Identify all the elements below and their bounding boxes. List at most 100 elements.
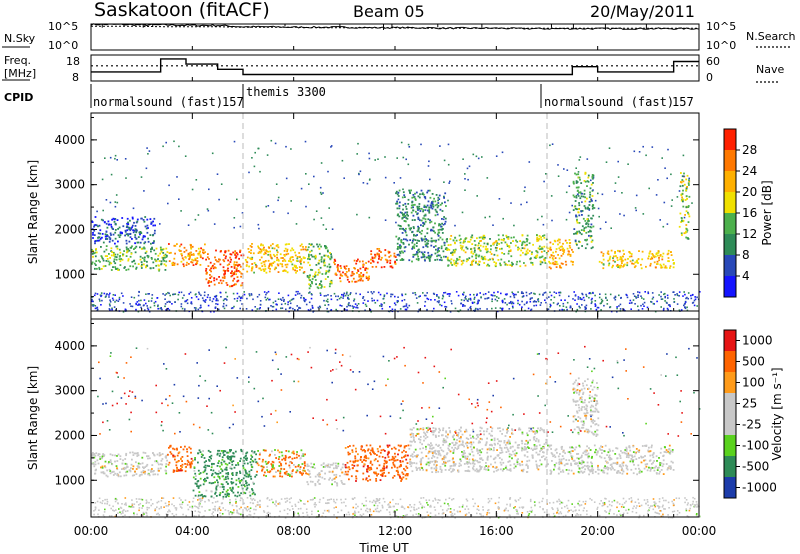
echo-cell: [581, 201, 583, 203]
echo-cell: [296, 305, 298, 307]
echo-cell: [137, 304, 139, 306]
echo-cell: [521, 243, 524, 245]
echo-cell: [645, 154, 647, 157]
echo-cell: [472, 252, 475, 255]
echo-cell: [189, 447, 192, 450]
echo-cell: [685, 509, 688, 512]
echo-cell: [568, 244, 571, 247]
echo-cell: [384, 219, 387, 221]
echo-cell: [455, 264, 458, 267]
echo-cell: [651, 253, 654, 255]
echo-cell: [504, 263, 507, 266]
echo-cell: [204, 243, 206, 246]
echo-cell: [355, 306, 357, 309]
echo-cell: [373, 504, 376, 507]
echo-cell: [263, 246, 265, 249]
echo-cell: [336, 265, 339, 268]
echo-cell: [591, 175, 594, 178]
echo-cell: [416, 212, 419, 215]
echo-cell: [612, 257, 614, 259]
echo-cell: [96, 307, 98, 309]
echo-cell: [114, 472, 117, 475]
echo-cell: [284, 497, 286, 500]
echo-cell: [142, 451, 145, 454]
echo-cell: [354, 512, 357, 514]
echo-cell: [421, 239, 424, 242]
echo-cell: [389, 262, 392, 264]
echo-cell: [150, 242, 152, 245]
echo-cell: [405, 205, 407, 208]
echo-cell: [463, 239, 465, 242]
echo-cell: [396, 207, 399, 210]
echo-cell: [219, 263, 222, 266]
echo-cell: [357, 258, 359, 261]
echo-cell: [573, 506, 576, 508]
echo-cell: [597, 306, 600, 309]
echo-cell: [411, 260, 413, 263]
echo-cell: [544, 262, 547, 264]
echo-cell: [327, 170, 329, 173]
echo-cell: [219, 492, 222, 494]
echo-cell: [578, 222, 581, 224]
echo-cell: [217, 481, 219, 484]
echo-cell: [564, 260, 567, 263]
echo-cell: [446, 509, 448, 512]
echo-cell: [571, 503, 573, 505]
echo-cell: [93, 453, 96, 455]
echo-cell: [94, 502, 97, 504]
echo-cell: [540, 256, 543, 259]
echo-cell: [207, 294, 209, 296]
echo-cell: [94, 305, 97, 307]
echo-cell: [438, 254, 441, 257]
echo-cell: [562, 302, 565, 305]
echo-cell: [603, 502, 606, 504]
echo-cell: [198, 473, 201, 475]
echo-cell: [401, 293, 403, 296]
echo-cell: [103, 250, 106, 253]
echo-cell: [137, 241, 140, 244]
echo-cell: [93, 225, 95, 228]
echo-cell: [226, 451, 228, 454]
echo-cell: [205, 268, 208, 270]
echo-cell: [135, 266, 138, 269]
echo-cell: [161, 463, 163, 466]
echo-cell: [119, 511, 121, 514]
echo-cell: [272, 262, 275, 264]
echo-cell: [207, 304, 210, 307]
echo-cell: [298, 515, 300, 517]
echo-cell: [240, 272, 243, 275]
echo-cell: [290, 497, 292, 499]
echo-cell: [473, 301, 476, 304]
echo-cell: [543, 236, 546, 239]
echo-cell: [399, 250, 401, 253]
echo-cell: [671, 510, 674, 513]
echo-cell: [267, 259, 270, 262]
echo-cell: [402, 204, 405, 206]
echo-cell: [192, 254, 195, 256]
echo-cell: [459, 241, 462, 244]
echo-cell: [283, 298, 285, 301]
echo-cell: [443, 244, 446, 247]
echo-cell: [575, 167, 577, 169]
echo-cell: [501, 307, 503, 310]
echo-cell: [635, 194, 638, 197]
echo-cell: [91, 453, 94, 456]
echo-cell: [290, 299, 293, 301]
echo-cell: [476, 237, 478, 240]
echo-cell: [608, 512, 610, 515]
echo-cell: [534, 504, 536, 506]
echo-cell: [336, 266, 339, 269]
echo-cell: [377, 510, 379, 513]
echo-cell: [133, 503, 136, 505]
echo-cell: [417, 230, 419, 233]
echo-cell: [652, 498, 655, 500]
echo-cell: [222, 507, 224, 509]
echo-cell: [514, 506, 516, 508]
echo-cell: [117, 240, 119, 243]
echo-cell: [110, 515, 113, 517]
echo-cell: [558, 294, 561, 297]
echo-cell: [314, 273, 316, 276]
echo-cell: [634, 501, 637, 503]
echo-cell: [346, 278, 349, 281]
echo-cell: [273, 255, 276, 258]
